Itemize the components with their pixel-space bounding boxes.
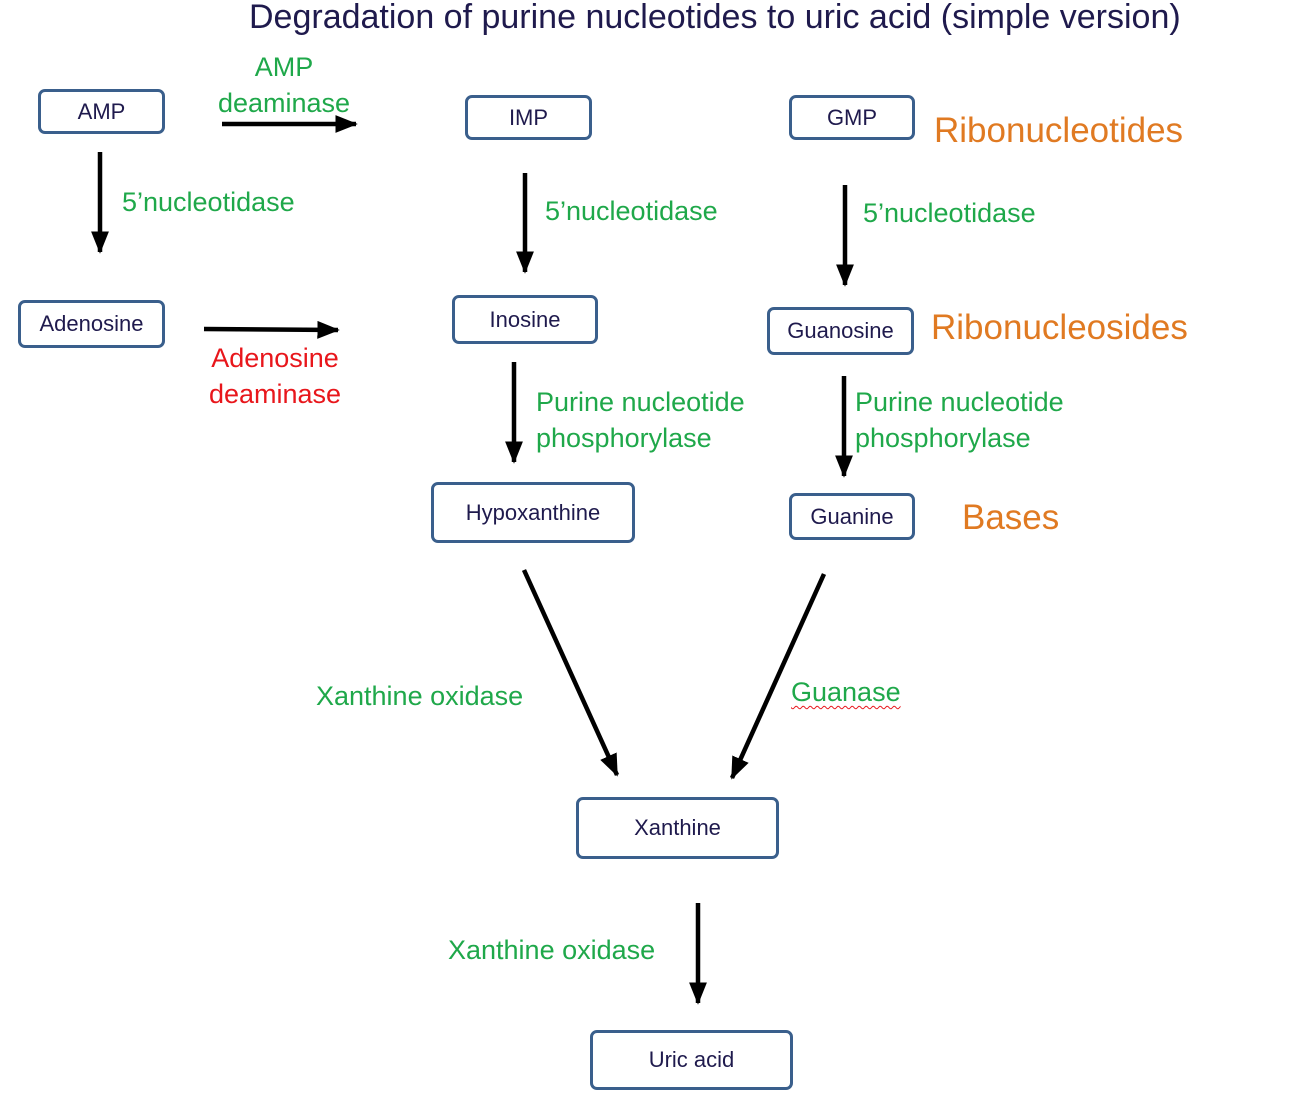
node-inosine: Inosine [452, 295, 598, 344]
enzyme-pnp-guanosine: Purine nucleotide phosphorylase [855, 384, 1064, 456]
enzyme-amp-deaminase-line1: AMP [254, 52, 314, 82]
arrow-adenosine-to-inosine [203, 320, 340, 339]
enzyme-adenosine-deaminase-line2: deaminase [208, 379, 342, 409]
enzyme-adenosine-deaminase: Adenosine deaminase [200, 340, 350, 412]
enzyme-xanthine-oxidase-2: Xanthine oxidase [448, 935, 656, 965]
enzyme-adenosine-deaminase-line1: Adenosine [211, 343, 339, 373]
node-amp: AMP [38, 89, 165, 134]
node-guanine: Guanine [789, 493, 915, 540]
enzyme-guanase-label: Guanase [791, 677, 901, 707]
enzyme-amp-deaminase-line2: deaminase [217, 88, 351, 118]
node-gmp: GMP [789, 95, 915, 140]
node-adenosine: Adenosine [18, 300, 165, 348]
enzyme-5nucleotidase-gmp: 5’nucleotidase [863, 198, 1036, 228]
enzyme-guanase: Guanase [791, 674, 901, 710]
node-uric-acid: Uric acid [590, 1030, 793, 1090]
diagram-title: Degradation of purine nucleotides to uri… [249, 0, 1181, 36]
node-hypoxanthine: Hypoxanthine [431, 482, 635, 543]
category-bases: Bases [962, 498, 1060, 537]
enzyme-pnp-inosine: Purine nucleotide phosphorylase [536, 384, 745, 456]
enzyme-pnp-guanosine-line2: phosphorylase [855, 423, 1031, 453]
category-ribonucleotides: Ribonucleotides [934, 111, 1184, 150]
enzyme-5nucleotidase-imp: 5’nucleotidase [545, 196, 718, 226]
enzyme-amp-deaminase: AMP deaminase [212, 49, 356, 121]
arrow-hypoxanthine-to-xanthine [521, 569, 620, 777]
node-imp: IMP [465, 95, 592, 140]
arrow-guanine-to-xanthine [729, 573, 827, 780]
category-ribonucleosides: Ribonucleosides [931, 308, 1188, 347]
node-guanosine: Guanosine [767, 307, 914, 355]
enzyme-pnp-guanosine-line1: Purine nucleotide [855, 387, 1064, 417]
enzyme-5nucleotidase-amp: 5’nucleotidase [122, 187, 295, 217]
node-xanthine: Xanthine [576, 797, 779, 859]
enzyme-pnp-inosine-line2: phosphorylase [536, 423, 712, 453]
enzyme-xanthine-oxidase-1: Xanthine oxidase [316, 681, 524, 711]
enzyme-pnp-inosine-line1: Purine nucleotide [536, 387, 745, 417]
